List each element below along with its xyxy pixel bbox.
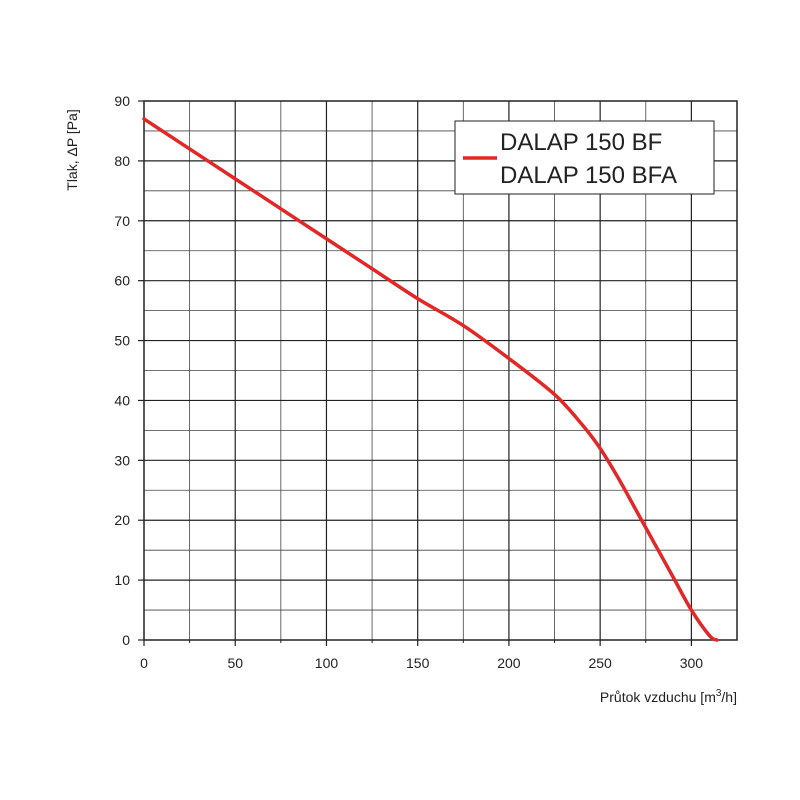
y-tick-label: 70 [114, 213, 130, 229]
y-axis-ticks: 0 10 20 30 40 50 60 70 80 90 [114, 93, 144, 648]
series-layer [142, 117, 719, 642]
y-axis-title: Tlak, ΔP [Pa] [64, 109, 80, 190]
x-tick-label: 250 [588, 655, 612, 671]
x-tick-label: 50 [227, 655, 243, 671]
x-axis-title-end: /h] [721, 689, 737, 705]
series-line-0 [142, 117, 719, 642]
legend-label-line-1: DALAP 150 BF [500, 129, 662, 156]
x-axis-title: Průtok vzduchu [m3/h] [600, 688, 737, 705]
y-tick-label: 30 [114, 452, 130, 468]
y-tick-label: 20 [114, 512, 130, 528]
y-tick-label: 0 [122, 632, 130, 648]
x-tick-label: 150 [406, 655, 430, 671]
x-axis-ticks: 0 50 100 150 200 250 300 [140, 640, 703, 671]
y-tick-label: 40 [114, 392, 130, 408]
x-tick-label: 200 [497, 655, 521, 671]
legend-box [454, 120, 715, 195]
y-tick-label: 80 [114, 153, 130, 169]
x-tick-label: 100 [315, 655, 339, 671]
x-axis-title-superscript: 3 [716, 688, 722, 699]
legend: DALAP 150 BF DALAP 150 BFA [454, 120, 715, 195]
x-axis-title-main: Průtok vzduchu [m [600, 689, 716, 705]
y-tick-label: 60 [114, 273, 130, 289]
plot-frame [143, 100, 738, 641]
y-tick-label: 90 [114, 93, 130, 109]
x-tick-label: 300 [680, 655, 704, 671]
x-tick-label: 0 [140, 655, 148, 671]
y-tick-label: 50 [114, 333, 130, 349]
legend-label-line-2: DALAP 150 BFA [500, 162, 677, 189]
y-tick-label: 10 [114, 572, 130, 588]
